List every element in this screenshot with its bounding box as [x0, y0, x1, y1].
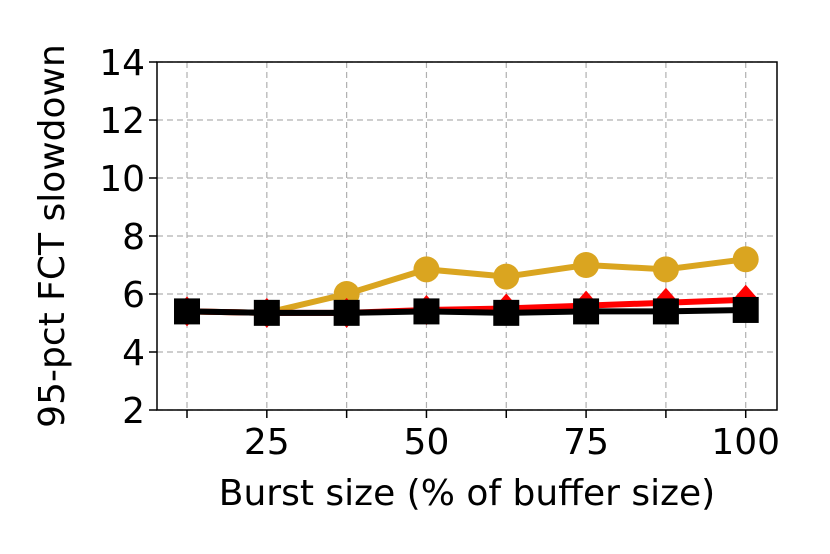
x-tick-label: 100	[711, 422, 780, 463]
y-tick-label: 2	[122, 391, 145, 432]
marker	[573, 252, 600, 278]
marker	[732, 246, 759, 273]
x-axis-label: Burst size (% of buffer size)	[219, 473, 715, 514]
marker	[573, 298, 600, 325]
x-tick-label: 25	[244, 422, 290, 463]
marker	[493, 263, 520, 290]
line	[186, 256, 747, 316]
marker	[333, 299, 360, 326]
plot-frame	[156, 61, 778, 411]
y-tick-label: 8	[122, 217, 145, 258]
marker	[253, 299, 280, 326]
x-tick-label: 75	[563, 422, 609, 463]
y-tick-label: 10	[99, 159, 145, 200]
marker	[652, 256, 679, 283]
marker	[493, 299, 520, 326]
y-axis-label: 95-pct FCT slowdown	[32, 44, 73, 428]
y-tick-label: 12	[99, 101, 145, 142]
marker	[413, 298, 440, 325]
x-tick-label: 50	[404, 422, 450, 463]
marker	[174, 298, 201, 325]
marker	[652, 298, 679, 325]
marker	[413, 256, 440, 283]
y-tick-label: 4	[122, 333, 145, 374]
marker	[732, 296, 759, 323]
line	[186, 306, 746, 316]
y-tick-label: 14	[99, 43, 145, 84]
y-tick-label: 6	[122, 275, 145, 316]
